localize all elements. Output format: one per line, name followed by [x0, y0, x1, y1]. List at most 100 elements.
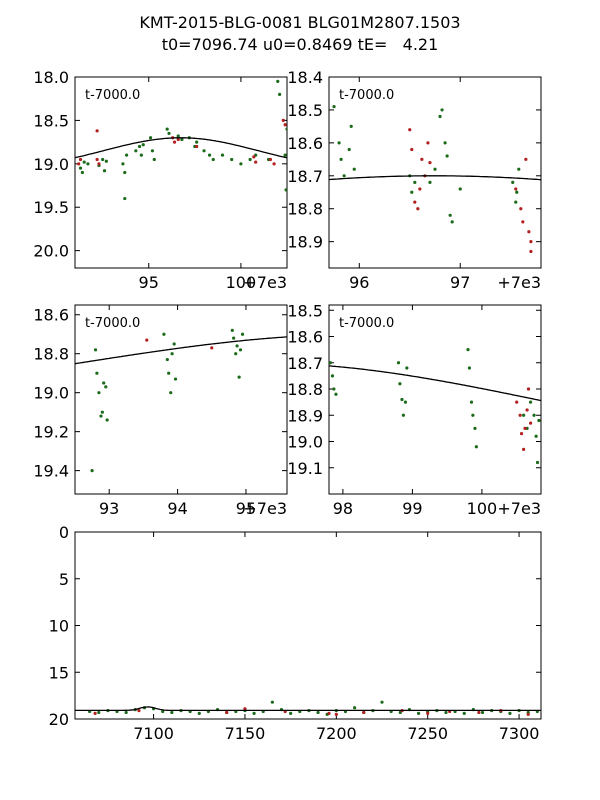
x-tick-label: 96 [349, 273, 369, 292]
data-point-green [173, 377, 178, 381]
data-point-green [403, 400, 408, 404]
data-point-green [480, 710, 485, 715]
figure-title: KMT-2015-BLG-0081 BLG01M2807.1503 t0=709… [0, 12, 600, 56]
model-curve [75, 706, 541, 712]
data-point-green [347, 147, 351, 152]
data-point-green [473, 426, 477, 430]
y-tick-label: 18.4 [287, 68, 323, 87]
data-point-red [281, 118, 285, 123]
data-point-red [176, 137, 180, 142]
data-point-green [99, 414, 103, 418]
y-tick-label: 18.6 [33, 306, 69, 325]
data-point-green [467, 366, 472, 370]
data-point-green [237, 375, 241, 379]
data-point-red [137, 708, 141, 713]
data-point-green [462, 711, 466, 715]
data-point-green [400, 397, 404, 402]
y-tick-label: 18.8 [287, 200, 323, 219]
y-tick-label: 18.9 [287, 406, 323, 425]
data-point-green [413, 180, 417, 184]
data-point-green [342, 174, 346, 178]
x-tick-label: 95 [236, 499, 256, 518]
data-point-red [518, 413, 522, 417]
y-tick-label: 20 [49, 710, 69, 729]
data-point-red [526, 387, 531, 391]
data-point-green [445, 154, 449, 158]
data-point-red [526, 712, 530, 716]
data-point-green [416, 711, 421, 715]
y-tick-label: 19.2 [33, 423, 69, 442]
data-point-red [254, 160, 258, 164]
x-tick-label: 7300 [499, 724, 540, 743]
data-point-red [210, 346, 214, 350]
data-point-red [527, 230, 531, 234]
x-tick-label: 7250 [407, 724, 448, 743]
data-point-green [95, 371, 99, 375]
data-point-green [528, 400, 533, 404]
data-point-red [420, 157, 424, 161]
model-curve [329, 365, 541, 402]
data-point-green [474, 445, 478, 449]
data-point-green [276, 79, 280, 83]
y-tick-label: 19.0 [33, 384, 69, 403]
data-point-green [248, 157, 252, 162]
data-point-green [123, 170, 127, 175]
data-point-green [234, 352, 238, 356]
data-point-green [352, 167, 356, 171]
data-point-red [362, 710, 366, 715]
data-point-green [93, 348, 98, 352]
data-point-green [537, 418, 541, 423]
x-tick-label: 93 [99, 499, 119, 518]
data-point-green [195, 140, 199, 144]
x-tick-label: 7100 [133, 724, 174, 743]
data-point-green [104, 159, 108, 163]
data-point-green [82, 160, 86, 164]
data-point-red [225, 710, 229, 715]
data-point-green [396, 361, 401, 365]
y-tick-label: 19.5 [33, 198, 69, 217]
data-point-green [101, 157, 105, 162]
plot-frame [328, 76, 542, 269]
data-point-red [95, 129, 99, 133]
data-point-green [517, 167, 521, 171]
data-point-green [508, 711, 512, 715]
data-point-green [515, 190, 519, 194]
data-point-green [170, 352, 174, 356]
x-tick-label: 7200 [316, 724, 357, 743]
data-point-green [469, 400, 474, 404]
data-point-green [148, 136, 153, 140]
data-point-green [349, 124, 353, 128]
y-tick-label: 19.4 [33, 462, 69, 481]
data-point-green [134, 149, 138, 153]
data-point-green [139, 153, 143, 157]
data-point-green [450, 220, 454, 224]
data-point-green [176, 134, 180, 138]
data-point-green [514, 200, 518, 204]
data-point-red [521, 220, 525, 224]
data-point-green [141, 143, 145, 147]
data-point-green [102, 381, 106, 385]
data-point-red [525, 408, 529, 412]
plot-area [75, 79, 287, 201]
data-point-green [458, 187, 462, 191]
data-point-green [165, 357, 169, 362]
data-point-green [444, 710, 448, 715]
data-point-green [100, 410, 104, 414]
data-point-red [514, 187, 518, 191]
data-point-green [332, 105, 336, 109]
data-point-red [172, 140, 177, 144]
data-point-red [327, 711, 331, 715]
panel-middle-right: 98 99 100 18.5 18.6 18.7 18.8 18.9 19.0 19.1 t-700… [287, 301, 542, 518]
data-point-red [523, 426, 527, 430]
data-point-red [145, 338, 149, 342]
x-offset-label: +7e3 [497, 499, 541, 518]
plot-area [75, 328, 287, 473]
data-point-red [524, 157, 528, 161]
data-point-green [90, 469, 94, 473]
x-tick-label: 100 [467, 499, 498, 518]
data-point-red [195, 144, 199, 149]
data-point-green [438, 114, 442, 119]
y-tick-label: 18.5 [33, 111, 69, 130]
data-point-green [522, 413, 526, 417]
data-point-green [316, 710, 320, 715]
